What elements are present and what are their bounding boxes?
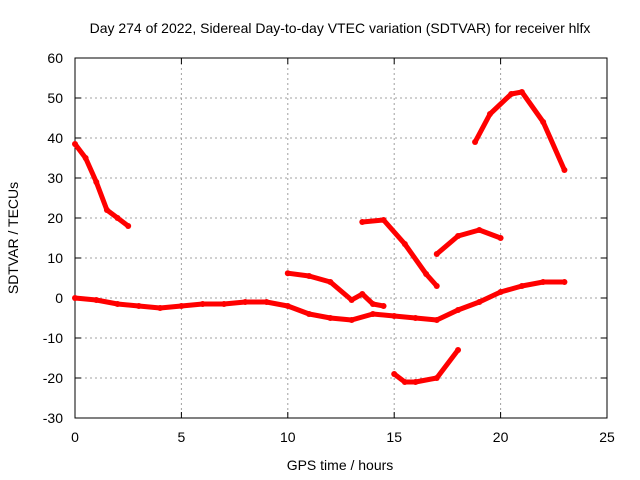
- series-arc-3: [359, 217, 440, 289]
- data-point: [284, 303, 291, 309]
- x-tick-label: 10: [280, 429, 296, 445]
- data-point: [380, 217, 387, 223]
- x-tick-label: 0: [71, 429, 79, 445]
- y-tick-label: 60: [47, 50, 63, 66]
- data-point: [540, 279, 547, 285]
- y-tick-label: 50: [47, 90, 63, 106]
- data-point: [348, 317, 355, 323]
- data-point: [472, 139, 479, 145]
- data-point: [178, 303, 185, 309]
- data-point: [93, 179, 100, 185]
- data-point: [157, 305, 164, 311]
- data-point: [476, 299, 483, 305]
- data-point: [369, 311, 376, 317]
- y-tick-label: 30: [47, 170, 63, 186]
- data-point: [327, 315, 334, 321]
- data-point: [359, 291, 366, 297]
- data-point: [561, 167, 568, 173]
- chart-title: Day 274 of 2022, Sidereal Day-to-day VTE…: [90, 20, 591, 36]
- data-point: [486, 111, 493, 117]
- data-point: [497, 289, 504, 295]
- data-point: [327, 279, 334, 285]
- data-point: [306, 311, 313, 317]
- series-arc-5: [472, 89, 568, 173]
- series-arc-6: [391, 347, 462, 385]
- data-point: [433, 283, 440, 289]
- data-point: [306, 273, 313, 279]
- data-point: [540, 119, 547, 125]
- x-tick-label: 20: [493, 429, 509, 445]
- y-axis-label: SDTVAR / TECUs: [5, 182, 21, 294]
- data-point: [284, 270, 291, 277]
- data-point: [455, 307, 462, 313]
- x-tick-label: 5: [178, 429, 186, 445]
- x-tick-label: 25: [599, 429, 615, 445]
- data-point: [391, 313, 398, 319]
- grid: [75, 58, 607, 418]
- data-point: [455, 233, 462, 239]
- data-point: [220, 301, 227, 307]
- y-tick-label: 40: [47, 130, 63, 146]
- data-point: [412, 379, 419, 385]
- data-point: [263, 299, 270, 305]
- data-point: [455, 347, 462, 353]
- series-line: [72, 279, 567, 323]
- data-point: [93, 297, 100, 303]
- series-line: [472, 89, 567, 173]
- data-point: [380, 303, 387, 309]
- y-tick-label: -10: [43, 330, 63, 346]
- data-point: [348, 297, 355, 303]
- data-point: [401, 241, 408, 247]
- data-point: [518, 89, 525, 95]
- y-tick-label: -30: [43, 410, 63, 426]
- data-point: [433, 375, 440, 381]
- data-point: [82, 155, 89, 161]
- data-point: [433, 317, 440, 323]
- axis-ticks: 0 5 10 15 20 25 -30 -20 -10 0 10 20 30 40 50 60: [43, 50, 615, 445]
- y-tick-label: -20: [43, 370, 63, 386]
- data-point: [433, 251, 440, 257]
- data-point: [497, 235, 504, 241]
- series-arc-2: [284, 270, 387, 309]
- series-baseline: [72, 279, 568, 323]
- y-tick-label: 20: [47, 210, 63, 226]
- data-point: [72, 295, 78, 301]
- series-line: [72, 141, 131, 229]
- data-point: [199, 301, 206, 307]
- data-point: [125, 223, 132, 229]
- plot-frame: [74, 57, 608, 419]
- data-point: [242, 299, 249, 305]
- data-point: [423, 271, 430, 277]
- data-point: [476, 227, 483, 233]
- y-tick-label: 0: [55, 290, 63, 306]
- data-point: [114, 301, 121, 307]
- data-point: [114, 215, 121, 221]
- data-point: [518, 283, 525, 289]
- data-point: [508, 91, 515, 97]
- data-point: [412, 315, 419, 321]
- series-arc-4: [433, 227, 504, 257]
- series-line: [434, 227, 504, 257]
- data-series: [72, 89, 568, 385]
- data-point: [369, 301, 376, 307]
- data-point: [72, 141, 78, 147]
- x-tick-label: 15: [386, 429, 402, 445]
- data-point: [391, 371, 398, 377]
- data-point: [401, 379, 408, 385]
- data-point: [103, 207, 110, 213]
- series-line: [391, 347, 461, 385]
- data-point: [135, 303, 142, 309]
- series-arc-1: [72, 141, 132, 229]
- y-tick-label: 10: [47, 250, 63, 266]
- data-point: [561, 279, 568, 285]
- series-line: [285, 270, 387, 309]
- data-point: [359, 219, 366, 225]
- x-axis-label: GPS time / hours: [287, 457, 394, 473]
